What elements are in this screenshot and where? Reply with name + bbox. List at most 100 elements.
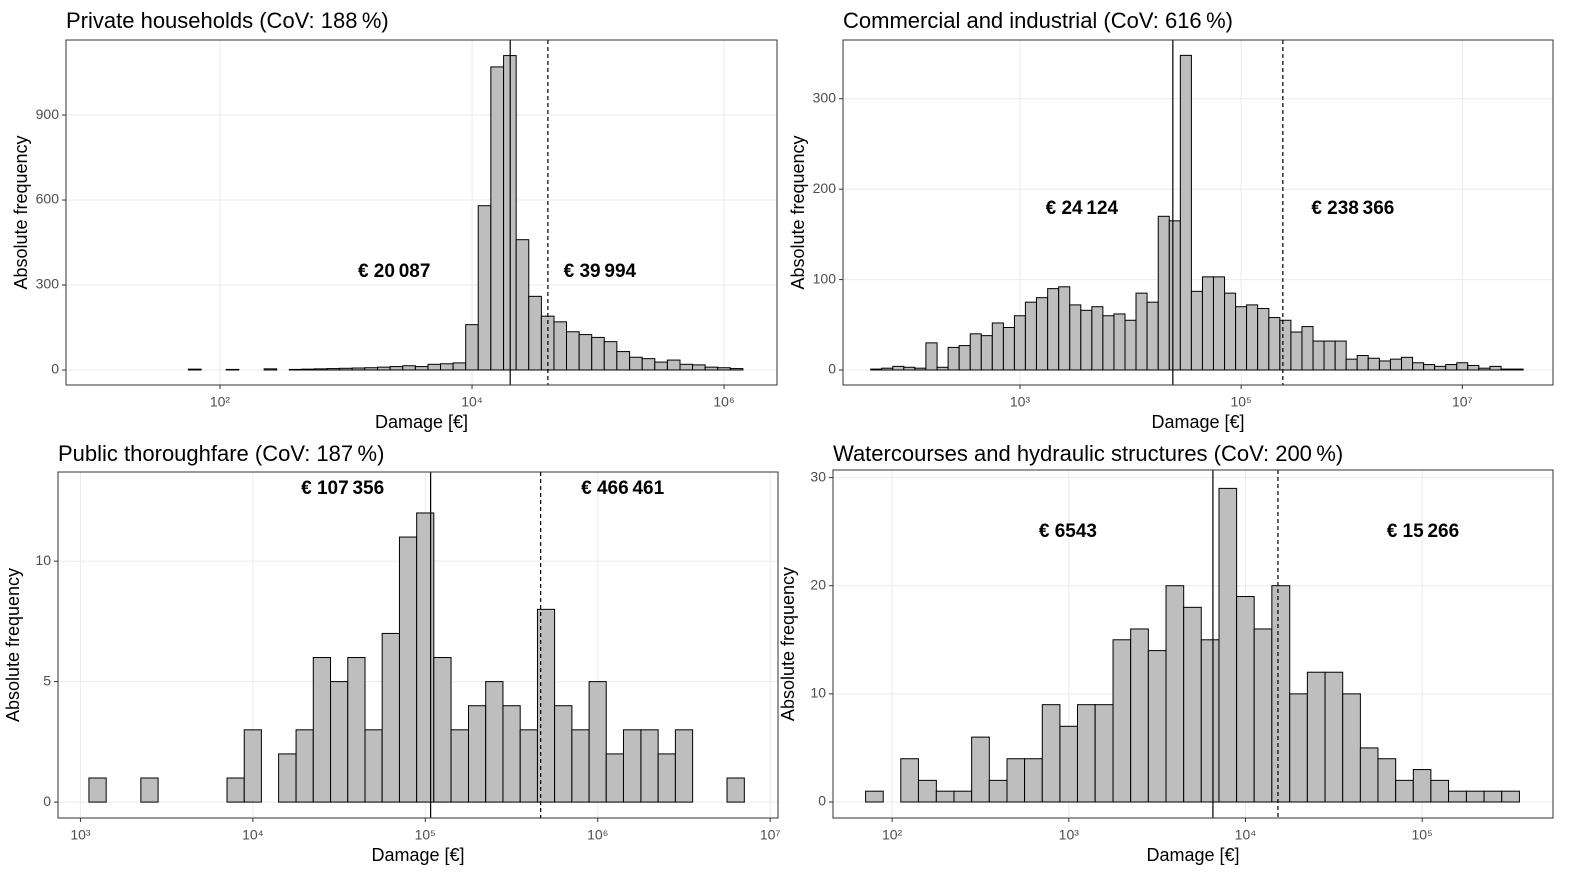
bar <box>692 364 706 371</box>
bar <box>1367 357 1380 371</box>
bar <box>243 729 262 803</box>
bar <box>1224 292 1237 371</box>
bar <box>953 790 973 803</box>
bar <box>554 705 573 803</box>
bar <box>1035 297 1049 371</box>
bar <box>347 657 366 803</box>
bar <box>226 777 245 803</box>
bar <box>389 366 404 371</box>
bar <box>1478 367 1491 371</box>
bar <box>603 341 618 371</box>
bar <box>414 366 429 371</box>
y-axis-label: Absolute frequency <box>3 568 23 722</box>
reference-label: € 15 266 <box>1387 521 1459 542</box>
x-tick-label: 10⁵ <box>1230 394 1251 410</box>
bar <box>452 362 467 371</box>
bar <box>312 657 332 803</box>
bar <box>1080 309 1093 371</box>
bar <box>1013 315 1026 371</box>
bar <box>1500 368 1513 371</box>
bar <box>515 239 530 371</box>
bar <box>1448 790 1467 803</box>
bar <box>1183 606 1202 803</box>
bar <box>947 346 960 371</box>
bar <box>1430 779 1450 803</box>
bar <box>988 779 1008 803</box>
bar <box>1059 725 1078 803</box>
y-tick-label: 30 <box>810 468 826 484</box>
chart-title: Watercourses and hydraulic structures (C… <box>833 441 1343 466</box>
y-tick-label: 20 <box>810 576 826 592</box>
bar <box>900 758 919 803</box>
bar <box>1489 365 1502 371</box>
bar <box>1041 704 1061 803</box>
bar <box>1201 276 1214 371</box>
bar <box>1377 758 1397 803</box>
bar <box>616 351 631 371</box>
bar <box>958 345 971 371</box>
bar <box>578 334 593 371</box>
bar <box>914 367 927 371</box>
bar <box>903 366 916 371</box>
bar <box>339 367 353 371</box>
bar <box>1342 693 1361 803</box>
bar <box>140 777 159 803</box>
bar <box>1024 758 1043 803</box>
bar <box>654 361 668 371</box>
y-tick-label: 0 <box>828 361 836 377</box>
reference-label: € 6543 <box>1039 521 1097 542</box>
bar <box>1395 779 1414 803</box>
x-tick-label: 10⁷ <box>760 827 781 843</box>
bar <box>571 729 590 803</box>
bar <box>892 365 905 371</box>
bar <box>288 368 303 371</box>
reference-label: € 39 994 <box>564 261 637 282</box>
bar <box>1135 292 1148 371</box>
bar <box>351 367 366 371</box>
bar <box>726 777 745 803</box>
bar <box>1412 769 1432 803</box>
bar <box>1483 790 1503 803</box>
bar <box>1076 704 1096 803</box>
y-tick-label: 10 <box>35 552 51 568</box>
bar <box>917 779 937 803</box>
bar <box>1165 585 1185 803</box>
bar <box>450 729 469 803</box>
bar <box>591 336 605 371</box>
y-tick-label: 10 <box>810 685 826 701</box>
bar <box>622 729 642 803</box>
bar <box>679 363 694 371</box>
bar <box>1412 362 1425 371</box>
bar <box>1465 790 1485 803</box>
bar <box>1445 364 1458 371</box>
y-axis-label: Absolute frequency <box>788 135 808 289</box>
chart-title: Private households (CoV: 188 %) <box>66 8 389 33</box>
bar <box>1356 355 1369 371</box>
y-tick-label: 300 <box>36 276 60 292</box>
x-tick-label: 10² <box>882 827 903 843</box>
y-tick-label: 0 <box>818 793 826 809</box>
bar <box>1094 704 1114 803</box>
bar <box>416 512 435 803</box>
bar <box>870 368 883 371</box>
reference-label: € 24 124 <box>1046 198 1119 219</box>
bar <box>1168 220 1181 371</box>
bar <box>364 729 383 803</box>
bar <box>1130 628 1149 803</box>
bar <box>657 753 676 803</box>
bar <box>1235 306 1248 371</box>
bar <box>674 729 694 803</box>
y-tick-label: 600 <box>36 191 60 207</box>
y-axis-label: Absolute frequency <box>11 135 31 289</box>
bar <box>1511 368 1524 371</box>
bar <box>485 681 504 803</box>
bar <box>1124 319 1137 371</box>
bar <box>605 753 624 803</box>
bar <box>1268 317 1281 371</box>
bar <box>969 333 982 371</box>
x-tick-label: 10⁶ <box>713 394 734 410</box>
bar <box>566 331 580 371</box>
bar <box>1324 671 1344 803</box>
bar <box>1024 301 1037 371</box>
